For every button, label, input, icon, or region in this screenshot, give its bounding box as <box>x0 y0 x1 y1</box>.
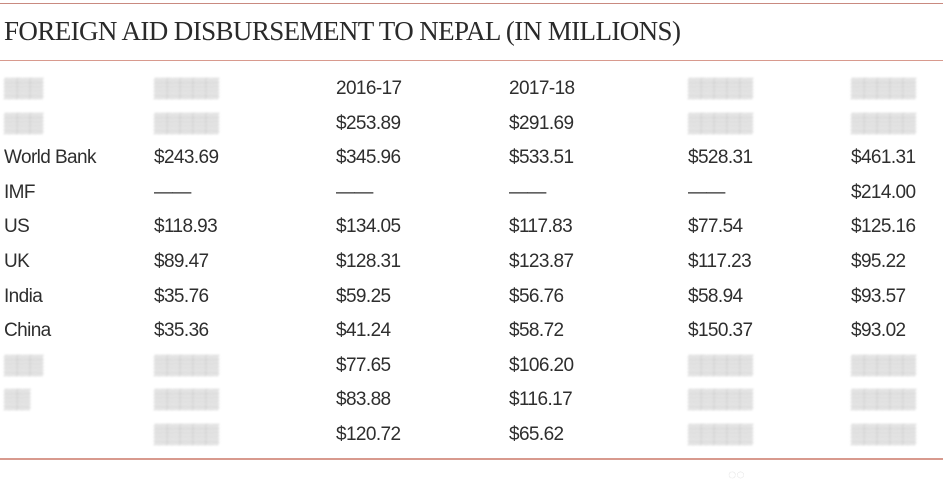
table-cell: ▒▒▒▒▒ <box>688 389 753 411</box>
table-cell: ▒▒▒▒▒ <box>688 112 753 134</box>
table-cell: ▒▒▒▒▒ <box>851 78 916 99</box>
table-row: IMF —— —— —— —— $214.00 <box>0 176 943 211</box>
table-cell: $123.87 <box>509 250 574 272</box>
title-rule <box>0 60 943 61</box>
table-cell: $93.57 <box>851 285 906 307</box>
table-cell: ▒▒▒▒▒ <box>154 423 219 445</box>
table-cell: ▒▒▒▒▒ <box>851 423 916 445</box>
watermark-icon: ◌◌ <box>728 466 745 482</box>
table-cell: $345.96 <box>336 147 401 169</box>
table-cell: $533.51 <box>509 147 574 169</box>
table-row: ▒▒▒▒▒ $120.72 $65.62 ▒▒▒▒▒ ▒▒▒▒▒ <box>0 418 943 453</box>
table-cell: $56.76 <box>509 285 564 307</box>
table-cell: $95.22 <box>851 250 906 272</box>
table-cell: ▒▒▒▒▒ <box>154 354 219 376</box>
table-cell: $134.05 <box>336 216 401 238</box>
table-row: UK $89.47 $128.31 $123.87 $117.23 $95.22 <box>0 245 943 280</box>
table-cell: $117.23 <box>688 250 752 272</box>
table-row: ▒▒ ▒▒▒▒▒ $83.88 $116.17 ▒▒▒▒▒ ▒▒▒▒▒ <box>0 383 943 418</box>
table-cell: $253.89 <box>336 112 401 134</box>
table-cell: ▒▒▒▒▒ <box>851 354 916 376</box>
table-cell: $77.54 <box>688 216 743 238</box>
table-row: World Bank $243.69 $345.96 $533.51 $528.… <box>0 141 943 176</box>
table-cell: $214.00 <box>851 181 916 203</box>
table-cell: —— <box>154 181 191 203</box>
table-cell: $106.20 <box>509 354 574 376</box>
table-cell: ▒▒▒▒▒ <box>154 112 219 134</box>
aid-table: ▒▒▒ ▒▒▒▒▒ 2016-17 2017-18 ▒▒▒▒▒ ▒▒▒▒▒ ▒▒… <box>0 72 943 453</box>
table-cell: $93.02 <box>851 320 906 342</box>
table-cell: $58.72 <box>509 320 564 342</box>
table-row: ▒▒▒ ▒▒▒▒▒ 2016-17 2017-18 ▒▒▒▒▒ ▒▒▒▒▒ <box>0 72 943 107</box>
table-cell: $243.69 <box>154 147 219 169</box>
row-label: ▒▒ <box>4 389 30 411</box>
row-label: ▒▒▒ <box>4 78 43 99</box>
row-label: India <box>4 285 43 307</box>
table-cell: $41.24 <box>336 320 391 342</box>
bottom-rule <box>0 458 943 460</box>
row-label: US <box>4 216 30 238</box>
table-row: ▒▒▒ ▒▒▒▒▒ $253.89 $291.69 ▒▒▒▒▒ ▒▒▒▒▒ <box>0 107 943 142</box>
table-row: India $35.76 $59.25 $56.76 $58.94 $93.57 <box>0 280 943 315</box>
table-cell: $528.31 <box>688 147 753 169</box>
table-cell: $461.31 <box>851 147 916 169</box>
row-label: ▒▒▒ <box>4 354 43 376</box>
row-label: China <box>4 320 51 342</box>
table-cell: ▒▒▒▒▒ <box>851 112 916 134</box>
table-cell: 2017-18 <box>509 78 575 99</box>
table-row: ▒▒▒ ▒▒▒▒▒ $77.65 $106.20 ▒▒▒▒▒ ▒▒▒▒▒ <box>0 349 943 384</box>
table-cell: $65.62 <box>509 423 564 445</box>
table-cell: ▒▒▒▒▒ <box>851 389 916 411</box>
table-cell: $83.88 <box>336 389 391 411</box>
table-cell: $89.47 <box>154 250 209 272</box>
table-row: China $35.36 $41.24 $58.72 $150.37 $93.0… <box>0 314 943 349</box>
row-label: IMF <box>4 181 36 203</box>
table-cell: $120.72 <box>336 423 401 445</box>
table-cell: —— <box>336 181 373 203</box>
row-label: World Bank <box>4 147 96 169</box>
table-cell: $125.16 <box>851 216 916 238</box>
table-cell: ▒▒▒▒▒ <box>154 389 219 411</box>
row-label: ▒▒▒ <box>4 112 43 134</box>
table-cell: $118.93 <box>154 216 218 238</box>
table-cell: —— <box>509 181 546 203</box>
table-cell: $291.69 <box>509 112 574 134</box>
table-cell: $35.36 <box>154 320 209 342</box>
table-cell: $35.76 <box>154 285 209 307</box>
table-cell: ▒▒▒▒▒ <box>688 78 753 99</box>
table-row: US $118.93 $134.05 $117.83 $77.54 $125.1… <box>0 210 943 245</box>
table-cell: 2016-17 <box>336 78 402 99</box>
table-cell: ▒▒▒▒▒ <box>688 354 753 376</box>
table-cell: $116.17 <box>509 389 573 411</box>
table-cell: $117.83 <box>509 216 573 238</box>
table-cell: $128.31 <box>336 250 401 272</box>
top-rule <box>0 3 943 4</box>
table-cell: —— <box>688 181 725 203</box>
row-label: UK <box>4 250 30 272</box>
table-cell: $150.37 <box>688 320 753 342</box>
table-title: FOREIGN AID DISBURSEMENT TO NEPAL (IN MI… <box>4 16 681 46</box>
table-cell: $58.94 <box>688 285 743 307</box>
table-cell: $77.65 <box>336 354 391 376</box>
table-cell: ▒▒▒▒▒ <box>688 423 753 445</box>
table-cell: $59.25 <box>336 285 391 307</box>
table-cell: ▒▒▒▒▒ <box>154 78 219 99</box>
